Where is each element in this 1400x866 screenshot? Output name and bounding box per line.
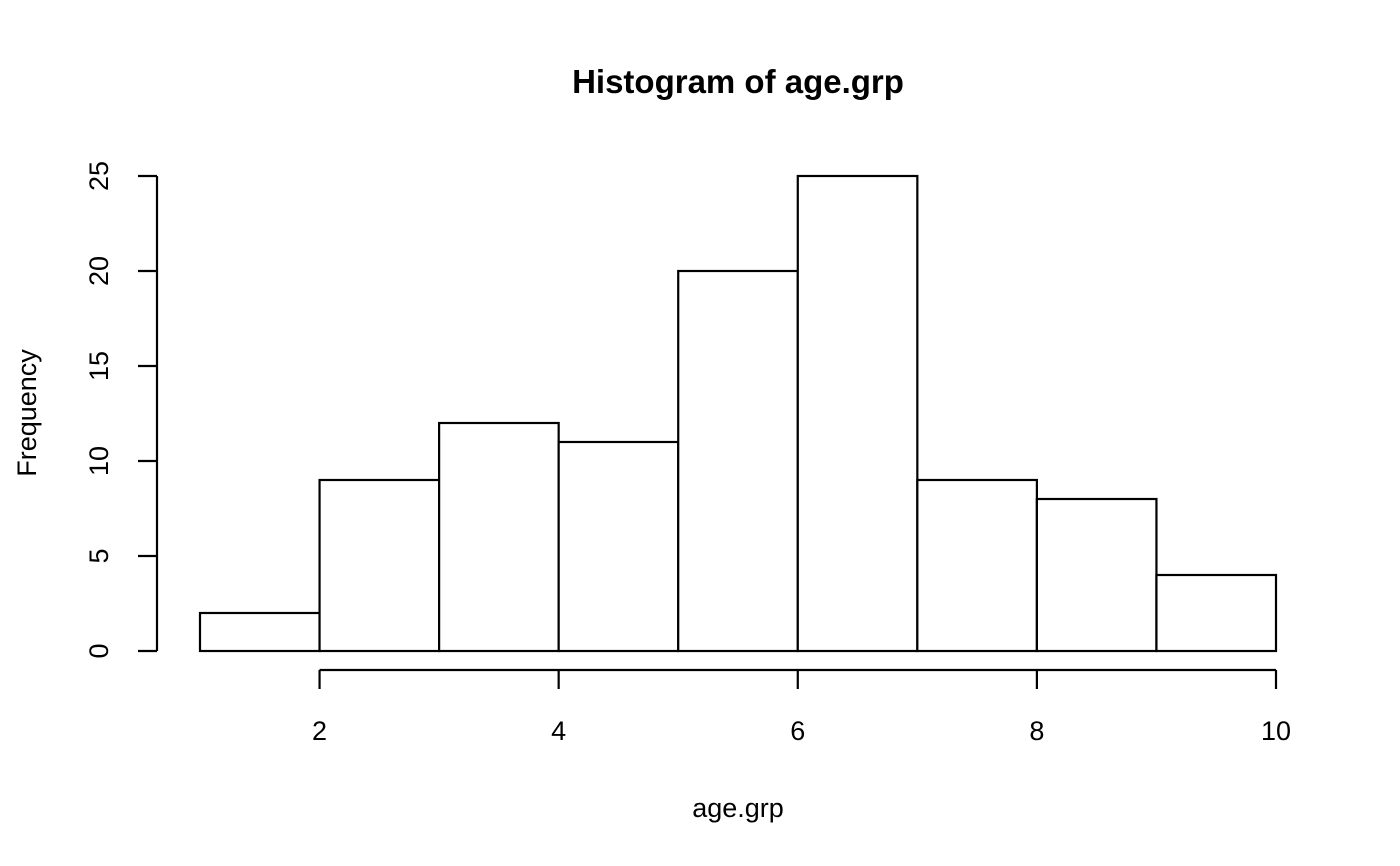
y-axis-label: Frequency: [12, 349, 42, 477]
y-tick-label: 15: [84, 351, 114, 381]
histogram-bar: [916, 478, 1038, 653]
histogram-bar: [677, 269, 799, 653]
x-tick-label: 4: [551, 716, 566, 746]
x-tick-label: 2: [312, 716, 327, 746]
histogram-bar: [1035, 497, 1158, 653]
y-tick-label: 10: [84, 446, 114, 476]
x-tick-label: 8: [1029, 716, 1044, 746]
histogram-bar: [557, 440, 680, 653]
y-tick-label: 25: [84, 161, 114, 191]
x-tick-label: 10: [1261, 716, 1291, 746]
histogram-bar: [1155, 573, 1278, 653]
histogram-bar: [318, 478, 441, 653]
bars-group: [198, 174, 1278, 653]
y-tick-label: 5: [84, 548, 114, 563]
x-axis-label: age.grp: [692, 793, 784, 823]
chart-title: Histogram of age.grp: [572, 63, 904, 100]
histogram-bar: [438, 421, 560, 653]
histogram-bar: [198, 611, 321, 653]
x-tick-label: 6: [790, 716, 805, 746]
y-tick-label: 0: [84, 643, 114, 658]
y-tick-label: 20: [84, 256, 114, 286]
histogram-bar: [796, 174, 919, 653]
y-axis: 0 5 10 15 20 25: [84, 161, 159, 659]
x-axis: 2 4 6 8 10: [312, 668, 1291, 746]
